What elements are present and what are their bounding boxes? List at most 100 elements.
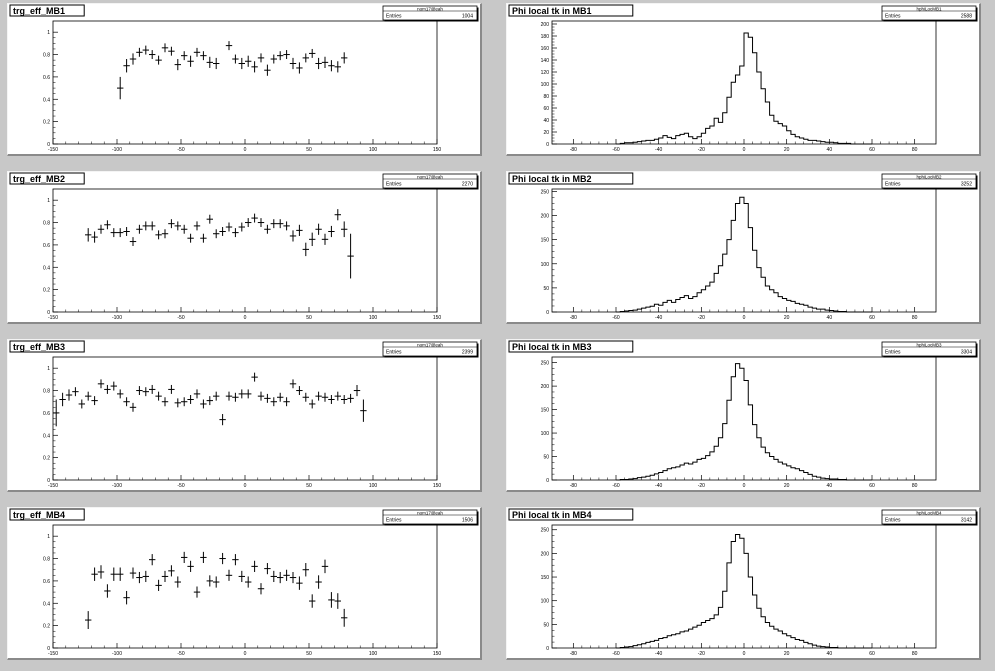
y-tick-label: 0	[47, 478, 50, 484]
histogram-bin	[727, 400, 731, 480]
pad-trg-eff-mb3: trg_eff_MB3 nom17@eah Entries 2399 0 0.2 0.4 0.…	[7, 339, 482, 492]
histogram-bin	[714, 273, 718, 312]
stats-box	[382, 5, 478, 21]
data-point	[238, 57, 245, 70]
x-tick-label: -100	[112, 483, 122, 489]
stats-entries-label: Entries	[386, 182, 402, 188]
x-tick-label: -150	[48, 147, 58, 153]
histogram-bin	[654, 474, 658, 480]
histogram-bin	[778, 297, 782, 312]
data-point	[347, 233, 354, 279]
data-point	[97, 379, 105, 389]
histogram-bin	[757, 72, 761, 144]
y-tick-label: 0.4	[43, 601, 50, 607]
data-point	[149, 384, 156, 394]
histogram-bin	[753, 595, 757, 648]
histogram-bin	[748, 405, 752, 480]
stats-entries-label: Entries	[885, 350, 901, 356]
histogram-bin	[753, 250, 757, 312]
histogram-bin	[753, 425, 757, 480]
histogram-bin	[778, 462, 782, 480]
data-point	[245, 576, 252, 588]
stats-name: hphiLocMB4	[916, 510, 942, 515]
histogram-bin	[718, 122, 722, 144]
histogram-bin	[804, 472, 808, 480]
data-point	[277, 571, 284, 584]
x-tick-label: -100	[112, 147, 122, 153]
histogram-bin	[735, 203, 739, 312]
histogram-bin	[646, 476, 650, 480]
y-tick-label: 0.2	[43, 456, 50, 462]
y-tick-label: 0	[546, 142, 549, 148]
pad-phi-local-mb2: Phi local tk in MB2 hphiLocMB2 Entries 3252…	[506, 171, 981, 324]
x-tick-label: 0	[244, 651, 247, 657]
data-point	[91, 231, 98, 243]
histogram-bin	[659, 305, 663, 312]
histogram-bin	[735, 364, 739, 480]
title-box	[9, 4, 85, 17]
histogram-bin	[684, 133, 688, 144]
data-point	[296, 62, 303, 74]
chart-svg: trg_eff_MB4 nom17@eah Entries 1506 0 0.2 0.4 0.…	[9, 508, 479, 657]
histogram-bin	[770, 290, 774, 312]
y-tick-label: 1	[47, 534, 50, 540]
histogram-bin	[740, 197, 744, 312]
data-point	[123, 590, 130, 605]
histogram-bin	[778, 631, 782, 648]
histogram-bin	[770, 115, 774, 144]
histogram-bin	[812, 476, 816, 480]
histogram-bin	[714, 446, 718, 480]
title-box	[508, 508, 634, 521]
histogram-outline	[616, 32, 872, 145]
stats-box	[382, 509, 478, 525]
histogram-bin	[680, 298, 684, 312]
data-point	[110, 381, 117, 391]
data-point	[219, 414, 226, 426]
y-tick-label: 200	[541, 384, 550, 390]
histogram-bin	[689, 629, 693, 648]
x-tick-label: 150	[433, 147, 442, 153]
stats-entries-label: Entries	[885, 14, 901, 20]
data-point	[289, 230, 297, 242]
data-point	[104, 584, 111, 598]
histogram-bin	[778, 124, 782, 144]
data-point	[251, 213, 258, 223]
data-point	[225, 391, 233, 401]
data-point	[155, 230, 162, 240]
plot-frame	[52, 524, 438, 649]
histogram-bin	[706, 456, 710, 480]
data-point	[142, 221, 149, 231]
histogram-bin	[710, 619, 714, 648]
stats-box	[382, 341, 478, 357]
data-point	[155, 579, 162, 591]
y-tick-label: 0.8	[43, 557, 50, 563]
data-point	[277, 392, 284, 402]
histogram-bin	[667, 469, 671, 480]
y-tick-label: 60	[543, 106, 549, 112]
stats-entries-value: 3252	[961, 182, 972, 188]
histogram-bin	[727, 97, 731, 144]
y-tick-label: 200	[541, 22, 550, 28]
data-point	[328, 60, 335, 72]
data-point	[155, 55, 162, 65]
histogram-bin	[740, 66, 744, 144]
title-box	[9, 340, 85, 353]
x-tick-label: 0	[244, 483, 247, 489]
data-point	[251, 61, 258, 73]
histogram-bin	[791, 301, 795, 312]
data-point	[149, 50, 156, 60]
histogram-bin	[680, 465, 684, 480]
histogram-bin	[744, 33, 748, 144]
data-point	[238, 222, 245, 232]
histogram-bin	[782, 464, 786, 480]
data-point	[193, 389, 201, 399]
chart-title: trg_eff_MB4	[13, 510, 65, 520]
histogram-bin	[701, 458, 705, 480]
stats-name: nom17@eah	[417, 174, 443, 179]
x-tick-label: -150	[48, 651, 58, 657]
histogram-bin	[667, 300, 671, 312]
histogram-bin	[791, 638, 795, 648]
histogram-bin	[761, 447, 765, 480]
histogram-bin	[735, 534, 739, 648]
x-tick-label: 80	[912, 651, 918, 657]
